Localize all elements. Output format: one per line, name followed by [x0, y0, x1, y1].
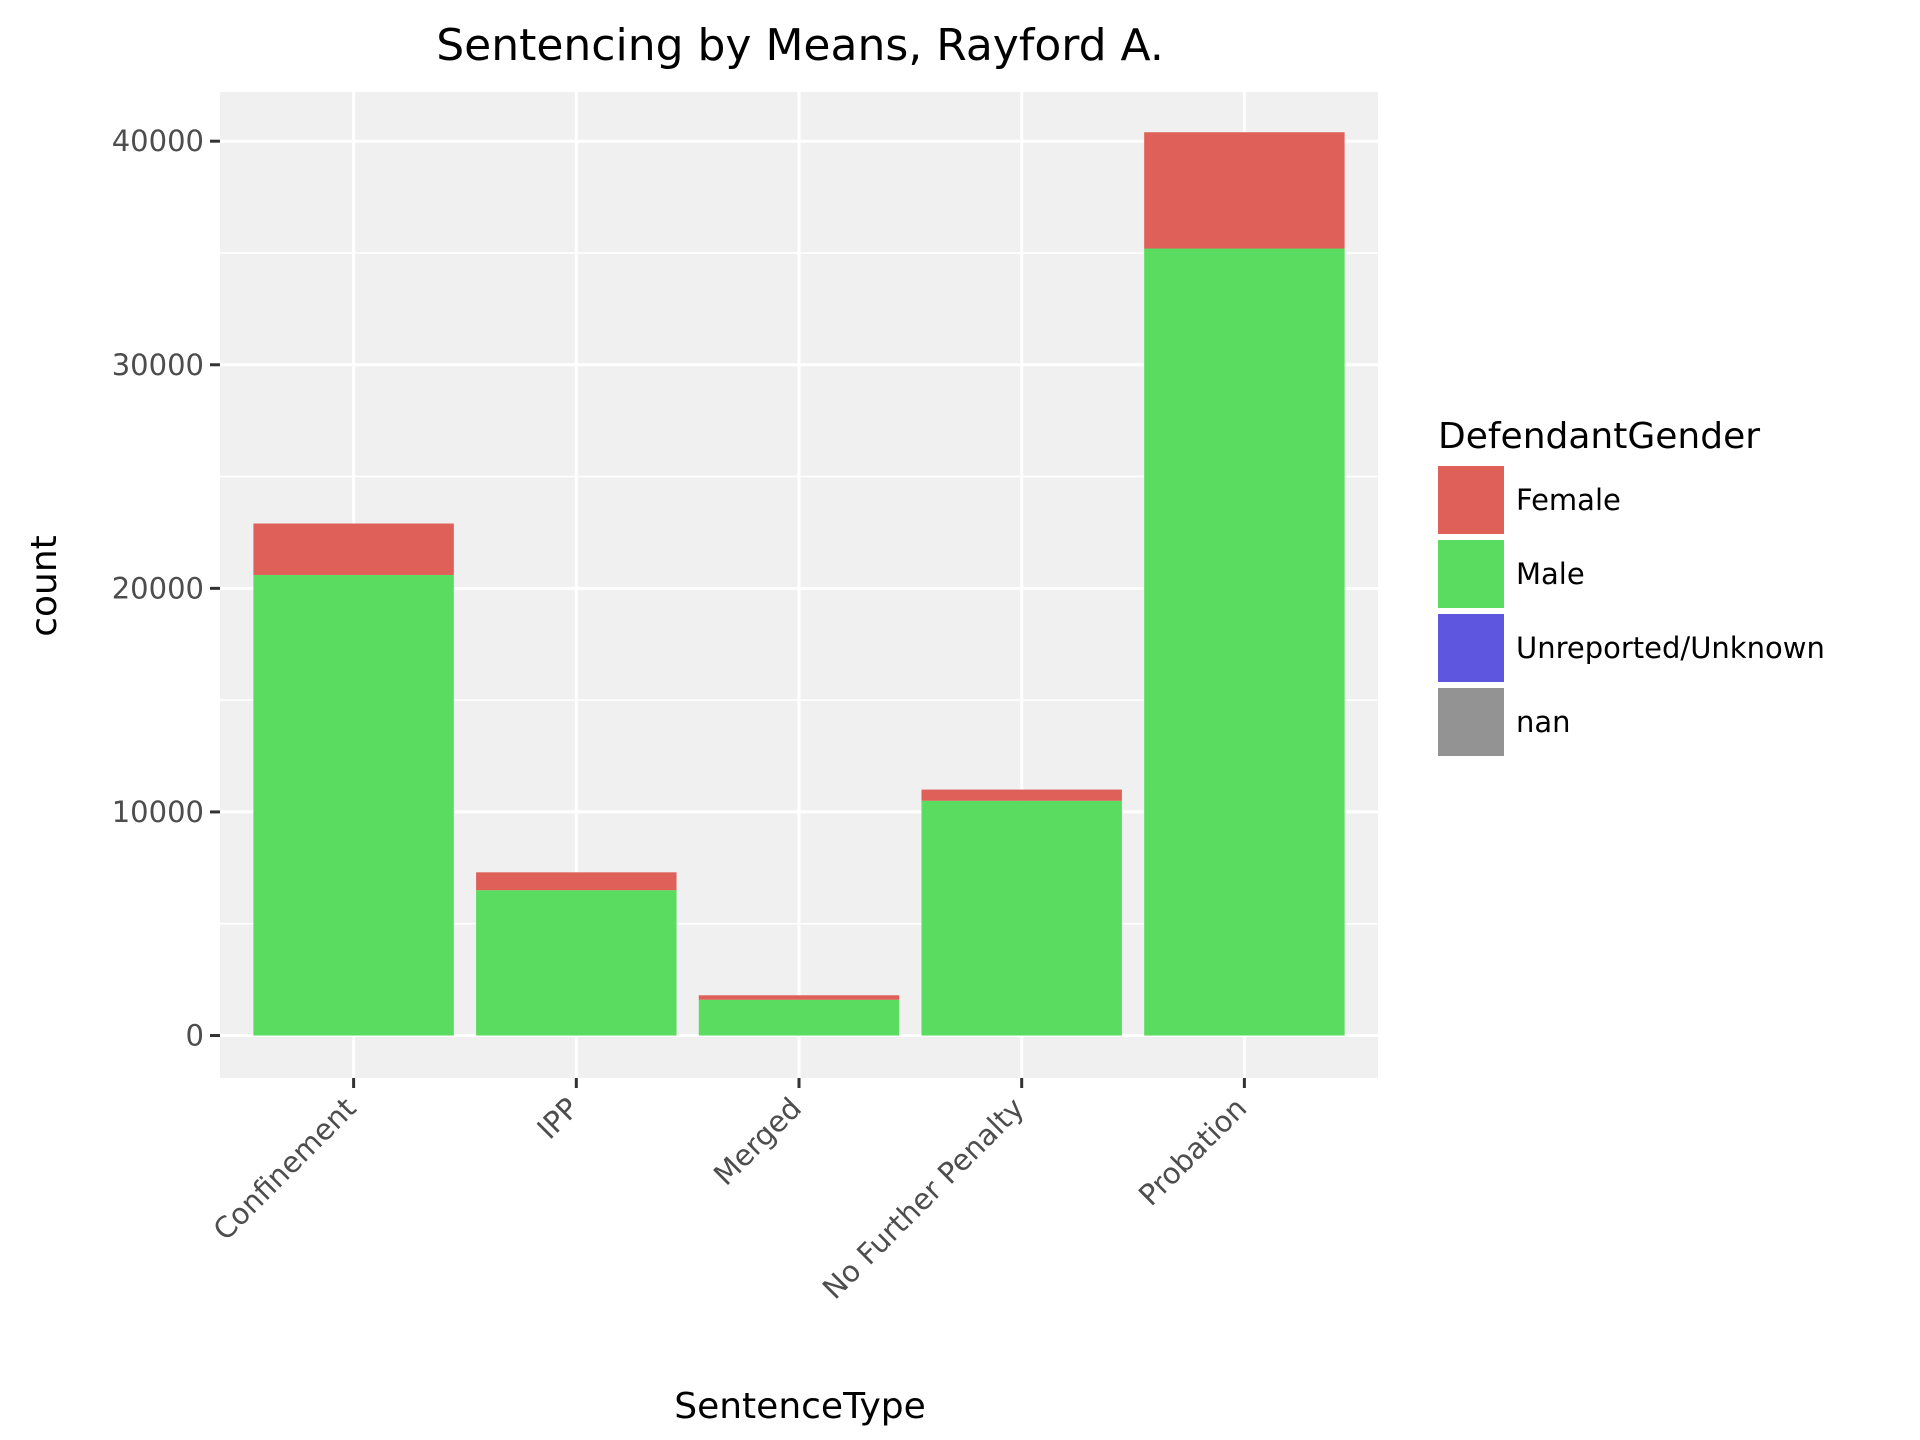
y-tick-label: 10000 — [112, 795, 204, 829]
y-axis: 0 10000 20000 30000 40000 — [112, 124, 220, 1053]
legend-key-female — [1438, 466, 1504, 534]
legend-label-unreported-unknown: Unreported/Unknown — [1516, 631, 1825, 665]
bar-ipp-male — [476, 890, 677, 1036]
x-tick-label: Probation — [1132, 1091, 1253, 1212]
x-tick-label: Merged — [707, 1091, 808, 1192]
legend-key-male — [1438, 540, 1504, 608]
legend-key-nan — [1438, 688, 1504, 756]
y-tick-label: 30000 — [112, 348, 204, 382]
legend-label-nan: nan — [1516, 705, 1571, 739]
y-tick-label: 0 — [186, 1019, 204, 1053]
bar-ipp-female — [476, 872, 677, 891]
x-axis-title: SentenceType — [674, 1386, 926, 1427]
x-tick-label: IPP — [530, 1091, 585, 1146]
x-tick-label: Confinement — [207, 1091, 363, 1247]
legend: DefendantGender Female Male Unreported/Unk… — [1438, 416, 1825, 756]
bar-merged-male — [698, 999, 900, 1036]
bars — [253, 132, 1345, 1036]
y-tick-label: 20000 — [112, 571, 204, 605]
bar-confinement-female — [253, 523, 454, 575]
chart-title: Sentencing by Means, Rayford A. — [436, 20, 1164, 71]
y-tick-label: 40000 — [112, 124, 204, 158]
bar-probation-male — [1144, 248, 1345, 1036]
legend-label-female: Female — [1516, 483, 1621, 517]
legend-title: DefendantGender — [1438, 416, 1760, 457]
x-axis: Confinement IPP Merged No Further Penalty Pr… — [207, 1078, 1253, 1306]
bar-merged-female — [698, 995, 900, 1000]
legend-label-male: Male — [1516, 557, 1585, 591]
bar-confinement-male — [253, 574, 454, 1036]
bar-no-further-penalty-female — [921, 789, 1122, 801]
y-axis-title: count — [24, 535, 65, 637]
x-tick-label: No Further Penalty — [816, 1091, 1031, 1306]
bar-probation-female — [1144, 132, 1345, 249]
bar-no-further-penalty-male — [921, 800, 1122, 1036]
legend-key-unreported-unknown — [1438, 614, 1504, 682]
